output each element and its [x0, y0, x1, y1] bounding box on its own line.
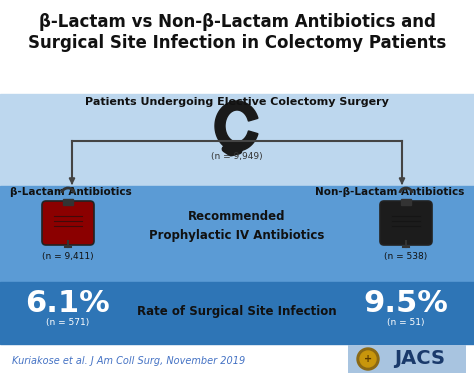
Text: (n = 51): (n = 51) — [387, 318, 425, 327]
Text: JACS: JACS — [394, 349, 446, 368]
Bar — [0, 94, 474, 186]
Text: 6.1%: 6.1% — [26, 288, 110, 318]
FancyBboxPatch shape — [380, 201, 432, 245]
Text: (n = 538): (n = 538) — [384, 252, 428, 260]
Text: (n = 571): (n = 571) — [46, 318, 90, 327]
Text: Non-β-Lactam Antibiotics: Non-β-Lactam Antibiotics — [315, 187, 464, 197]
Text: β-Lactam vs Non-β-Lactam Antibiotics and: β-Lactam vs Non-β-Lactam Antibiotics and — [38, 13, 436, 31]
Text: (n = 9,949): (n = 9,949) — [211, 152, 263, 161]
Polygon shape — [231, 120, 243, 132]
Bar — [401, 199, 411, 205]
Text: Surgical Site Infection in Colectomy Patients: Surgical Site Infection in Colectomy Pat… — [28, 34, 446, 52]
FancyBboxPatch shape — [42, 201, 94, 245]
Text: (n = 9,411): (n = 9,411) — [42, 252, 94, 260]
Text: Kuriakose et al. J Am Coll Surg, November 2019: Kuriakose et al. J Am Coll Surg, Novembe… — [12, 356, 245, 366]
Text: +: + — [364, 354, 372, 364]
Text: β-Lactam Antibiotics: β-Lactam Antibiotics — [10, 187, 132, 197]
Bar — [63, 199, 73, 205]
Text: Patients Undergoing Elective Colectomy Surgery: Patients Undergoing Elective Colectomy S… — [85, 97, 389, 107]
Text: Rate of Surgical Site Infection: Rate of Surgical Site Infection — [137, 305, 337, 318]
Text: 9.5%: 9.5% — [364, 288, 448, 318]
Circle shape — [360, 351, 376, 367]
Text: Recommended
Prophylactic IV Antibiotics: Recommended Prophylactic IV Antibiotics — [149, 210, 325, 241]
Polygon shape — [215, 101, 258, 151]
FancyBboxPatch shape — [348, 345, 466, 373]
Circle shape — [357, 348, 379, 370]
Bar — [0, 186, 474, 282]
Bar — [0, 282, 474, 344]
